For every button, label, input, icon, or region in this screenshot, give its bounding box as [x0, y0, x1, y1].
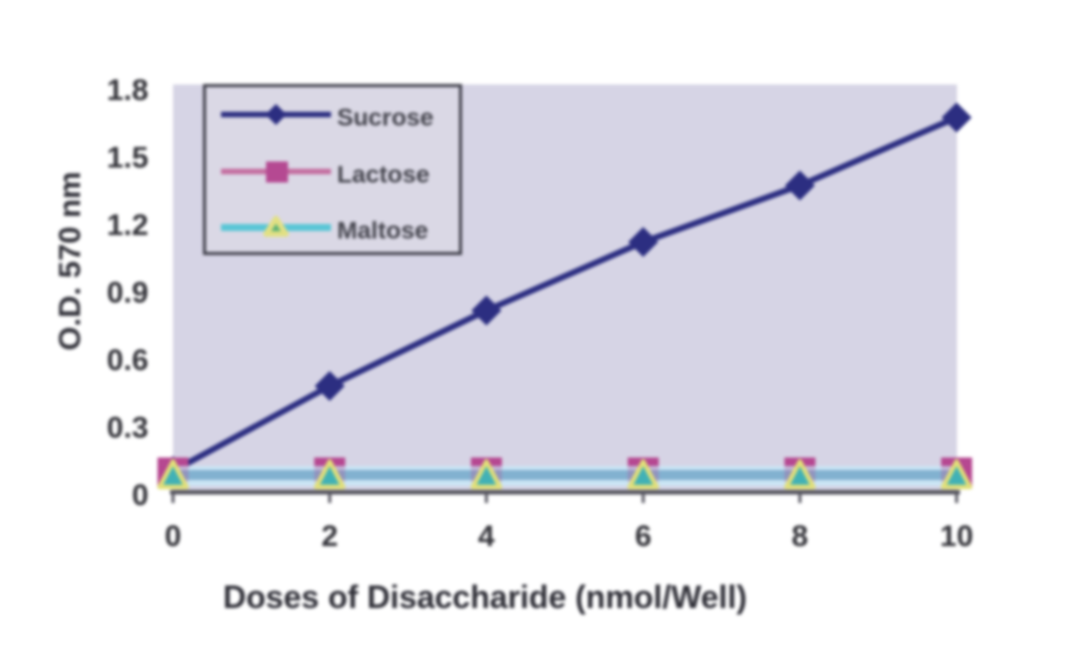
svg-text:0.9: 0.9	[107, 277, 149, 310]
svg-text:10: 10	[940, 520, 973, 553]
svg-text:8: 8	[792, 520, 809, 553]
svg-text:4: 4	[478, 520, 495, 553]
svg-text:1.8: 1.8	[107, 74, 149, 107]
svg-text:1.2: 1.2	[107, 209, 149, 242]
svg-text:1.5: 1.5	[107, 142, 149, 175]
svg-text:Sucrose: Sucrose	[337, 105, 434, 132]
svg-text:Lactose: Lactose	[337, 162, 430, 189]
svg-text:0: 0	[132, 479, 149, 512]
svg-text:0: 0	[165, 520, 182, 553]
svg-text:6: 6	[635, 520, 652, 553]
svg-text:Doses of Disaccharide (nmol/We: Doses of Disaccharide (nmol/Well)	[223, 579, 747, 615]
svg-text:0.6: 0.6	[107, 344, 149, 377]
svg-text:2: 2	[321, 520, 338, 553]
svg-text:O.D. 570 nm: O.D. 570 nm	[52, 171, 87, 350]
svg-text:0.3: 0.3	[107, 412, 149, 445]
svg-text:Maltose: Maltose	[337, 218, 428, 245]
